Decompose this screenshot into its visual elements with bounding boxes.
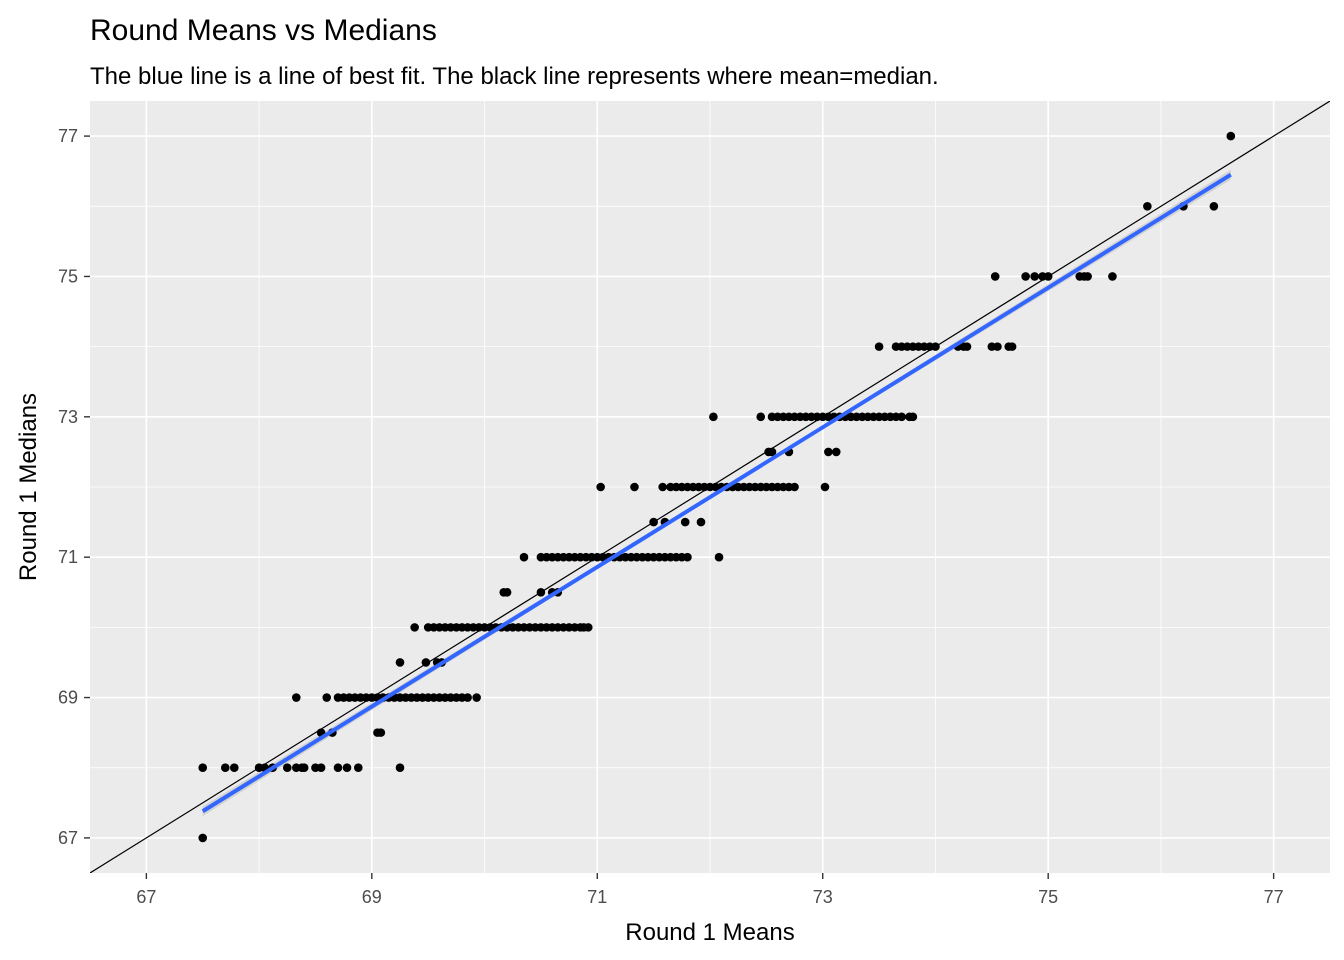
data-point xyxy=(756,412,766,422)
data-point xyxy=(990,272,1000,281)
y-tick-label: 73 xyxy=(58,407,78,427)
chart-title: Round Means vs Medians xyxy=(90,14,437,47)
data-point xyxy=(333,763,343,773)
data-point xyxy=(1209,201,1219,211)
data-point xyxy=(908,412,918,422)
data-point xyxy=(831,447,841,457)
data-point xyxy=(376,728,386,737)
data-point xyxy=(1108,272,1117,281)
data-point xyxy=(299,763,309,773)
data-point xyxy=(658,482,667,492)
data-point xyxy=(993,342,1002,351)
x-tick-label: 67 xyxy=(136,887,156,907)
data-point xyxy=(820,482,830,492)
data-point xyxy=(1030,272,1039,281)
data-point xyxy=(696,517,706,527)
data-point xyxy=(463,693,472,702)
y-axis: 67 69 71 73 75 77 xyxy=(58,126,90,848)
data-point xyxy=(353,763,363,773)
x-tick-label: 73 xyxy=(813,887,833,907)
x-tick-label: 77 xyxy=(1264,887,1284,907)
y-tick-label: 71 xyxy=(58,547,78,567)
x-axis-title: Round 1 Means xyxy=(625,919,794,946)
x-tick-label: 71 xyxy=(587,887,607,907)
data-point xyxy=(229,763,239,773)
data-point xyxy=(630,482,639,492)
data-point xyxy=(395,763,405,773)
data-points xyxy=(198,131,1236,843)
x-tick-label: 69 xyxy=(362,887,382,907)
data-point xyxy=(502,587,512,597)
fit-line xyxy=(201,172,1232,813)
data-point xyxy=(824,447,833,457)
reference-lines xyxy=(90,101,1330,873)
data-point xyxy=(198,833,208,843)
data-point xyxy=(291,693,301,702)
data-point xyxy=(322,693,332,702)
y-axis-title: Round 1 Medians xyxy=(15,393,42,581)
data-point xyxy=(282,763,292,773)
data-point xyxy=(410,623,419,632)
data-point xyxy=(897,412,906,422)
data-point xyxy=(1143,201,1152,211)
x-axis: 67 69 71 73 75 77 xyxy=(136,873,1284,907)
data-point xyxy=(1083,272,1092,281)
data-point xyxy=(714,552,724,562)
data-point xyxy=(1007,342,1017,351)
data-point xyxy=(583,623,593,632)
data-point xyxy=(680,517,690,527)
data-point xyxy=(342,763,352,773)
y-tick-label: 75 xyxy=(58,266,78,286)
data-point xyxy=(316,763,326,773)
data-point xyxy=(198,763,208,773)
data-point xyxy=(683,552,692,562)
data-point xyxy=(790,482,799,492)
y-tick-label: 67 xyxy=(58,828,78,848)
y-tick-label: 77 xyxy=(58,126,78,146)
x-tick-label: 75 xyxy=(1038,887,1058,907)
data-point xyxy=(1226,131,1236,141)
data-point xyxy=(220,763,230,773)
y-tick-label: 69 xyxy=(58,688,78,708)
data-point xyxy=(1021,272,1030,281)
data-point xyxy=(709,412,718,422)
data-point xyxy=(596,482,605,492)
identity-line xyxy=(90,101,1330,873)
data-point xyxy=(472,693,481,702)
data-point xyxy=(962,342,972,351)
data-point xyxy=(395,658,405,667)
data-point xyxy=(519,552,529,562)
chart-subtitle: The blue line is a line of best fit. The… xyxy=(90,63,939,90)
data-point xyxy=(874,342,884,351)
